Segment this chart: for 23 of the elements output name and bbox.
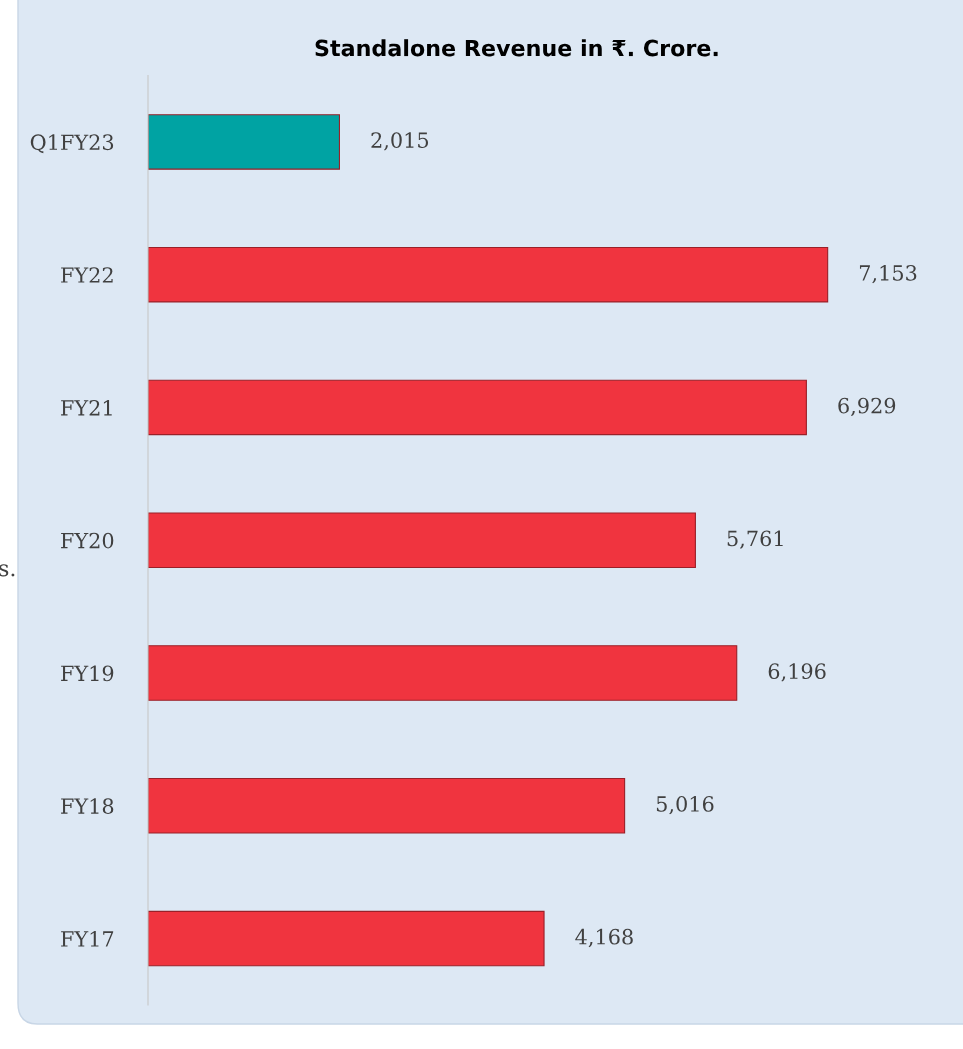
y-tick-label: FY19 (61, 665, 114, 682)
y-tick-label: FY17 (61, 931, 114, 947)
y-tick-label: Q1FY23 (30, 134, 114, 154)
bar (148, 114, 341, 170)
y-tick-label: FY22 (61, 267, 113, 283)
data-label: 7,153 (859, 264, 917, 284)
bar (148, 778, 626, 834)
text: s. (0, 564, 15, 577)
bar (148, 910, 545, 967)
data-label: 6,196 (768, 663, 826, 682)
bar (148, 645, 738, 701)
data-label: 5,016 (656, 796, 714, 815)
y-tick-label: FY20 (61, 532, 114, 549)
y-tick-label: FY18 (61, 798, 114, 814)
bar (148, 379, 807, 436)
chart-title: Standalone Revenue in ₹. Crore. (315, 39, 718, 57)
bar (148, 246, 829, 303)
y-tick-label: FY21 (61, 399, 112, 416)
data-label: 2,015 (371, 132, 429, 151)
data-label: 5,761 (727, 530, 783, 549)
data-label: 6,929 (838, 397, 896, 417)
bar (148, 512, 696, 569)
data-label: 4,168 (575, 928, 633, 948)
